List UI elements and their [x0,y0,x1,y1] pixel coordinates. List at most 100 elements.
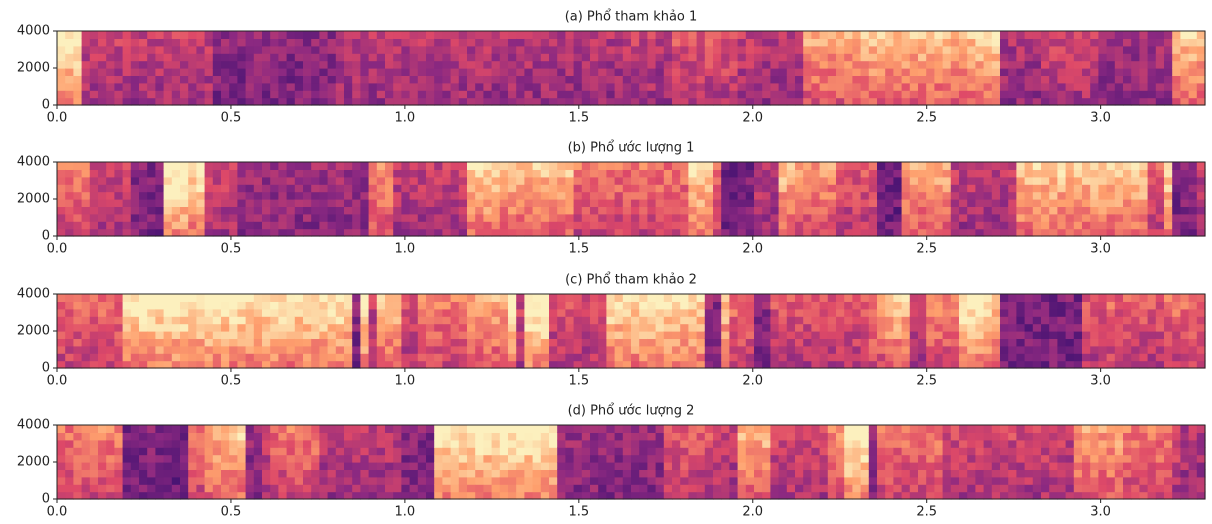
spectrogram-cell [295,324,304,332]
spectrogram-cell [295,316,304,324]
spectrogram-cell [319,46,328,54]
spectrogram-cell [287,425,296,433]
spectrogram-cell [82,331,91,339]
spectrogram-cell [287,46,296,54]
spectrogram-cell [565,177,574,185]
spectrogram-cell [475,346,484,354]
spectrogram-cell [861,162,870,170]
spectrogram-cell [1107,214,1116,222]
spectrogram-cell [508,31,517,39]
spectrogram-cell [1189,331,1198,339]
spectrogram-cell [770,206,779,214]
spectrogram-cell [820,68,829,76]
spectrogram-cell [1041,61,1050,69]
spectrogram-cell [639,38,648,46]
spectrogram-cell [1189,338,1198,346]
spectrogram-cell [975,221,984,229]
spectrogram-cell [729,61,738,69]
spectrogram-cell [524,83,533,91]
spectrogram-cell [73,206,82,214]
spectrogram-cell [410,301,419,309]
spectrogram-cell [697,184,706,192]
spectrogram-cell [606,68,615,76]
spectrogram-cell [278,169,287,177]
spectrogram-cell [410,75,419,83]
spectrogram-cell [213,440,222,448]
spectrogram-cell [688,338,697,346]
spectrogram-cell [205,346,214,354]
spectrogram-cell [213,484,222,492]
spectrogram-cell [951,309,960,317]
spectrogram-cell [262,221,271,229]
spectrogram-cell [1180,316,1189,324]
spectrogram-cell [492,338,501,346]
spectrogram-cell [262,425,271,433]
spectrogram-cell [418,425,427,433]
spectrogram-cell [680,353,689,361]
spectrogram-cell [688,316,697,324]
spectrogram-cell [352,447,361,455]
spectrogram-cell [606,294,615,302]
spectrogram-cell [237,184,246,192]
spectrogram-cell [647,324,656,332]
spectrogram-cell [180,492,189,500]
spectrogram-cell [114,316,123,324]
spectrogram-cell [164,455,173,463]
spectrogram-cell [861,338,870,346]
spectrogram-cell [434,214,443,222]
spectrogram-cell [1180,338,1189,346]
spectrogram-cell [246,75,255,83]
spectrogram-cell [155,432,164,440]
spectrogram-cell [319,221,328,229]
spectrogram-cell [114,90,123,98]
spectrogram-cell [606,162,615,170]
spectrogram-cell [98,38,107,46]
spectrogram-cell [221,324,230,332]
spectrogram-cell [910,221,919,229]
spectrogram-cell [787,316,796,324]
spectrogram-cell [738,361,747,369]
spectrogram-cell [492,432,501,440]
spectrogram-cell [721,206,730,214]
spectrogram-cell [319,294,328,302]
spectrogram-cell [623,492,632,500]
spectrogram-cell [508,477,517,485]
spectrogram-cell [369,83,378,91]
spectrogram-cell [672,338,681,346]
spectrogram-cell [926,229,935,237]
spectrogram-cell [492,425,501,433]
spectrogram-cell [393,447,402,455]
spectrogram-cell [524,301,533,309]
spectrogram-cell [1107,46,1116,54]
spectrogram-cell [918,162,927,170]
spectrogram-cell [647,68,656,76]
spectrogram-cell [483,214,492,222]
spectrogram-cell [508,61,517,69]
spectrogram-cell [926,98,935,106]
spectrogram-cell [697,46,706,54]
spectrogram-cell [270,214,279,222]
spectrogram-cell [369,75,378,83]
spectrogram-cell [82,447,91,455]
spectrogram-cell [1107,184,1116,192]
spectrogram-cell [549,324,558,332]
spectrogram-cell [82,38,91,46]
spectrogram-cell [1000,83,1009,91]
spectrogram-cell [549,53,558,61]
spectrogram-cell [811,331,820,339]
spectrogram-cell [1180,38,1189,46]
spectrogram-cell [123,38,132,46]
spectrogram-cell [926,184,935,192]
spectrogram-cell [926,206,935,214]
spectrogram-cell [975,309,984,317]
spectrogram-cell [188,353,197,361]
spectrogram-cell [1082,346,1091,354]
spectrogram-cell [229,316,238,324]
spectrogram-cell [582,162,591,170]
spectrogram-cell [524,353,533,361]
spectrogram-cell [369,38,378,46]
spectrogram-cell [311,469,320,477]
spectrogram-cell [147,98,156,106]
spectrogram-cell [770,53,779,61]
spectrogram-cell [1033,324,1042,332]
